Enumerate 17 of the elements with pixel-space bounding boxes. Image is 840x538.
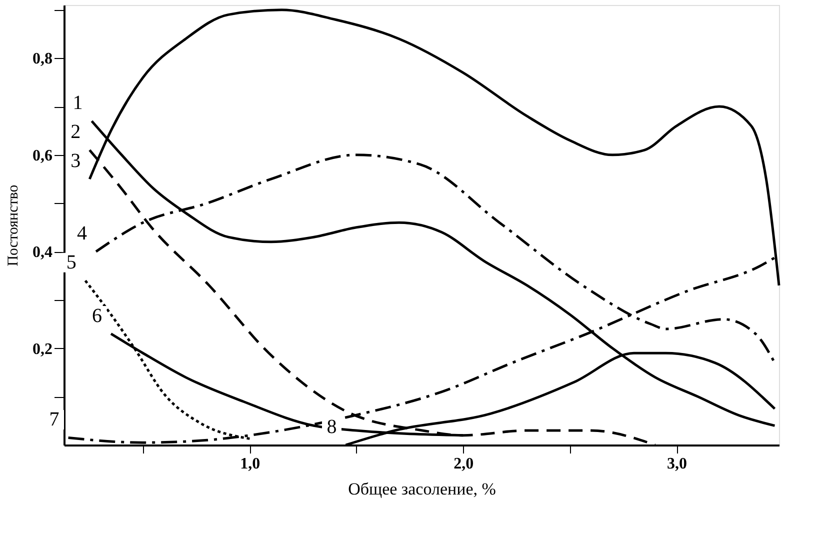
x-tick-label: 3,0 [667,456,688,472]
y-tick-label: 0,2 [32,340,52,358]
y-tick-label: 0,8 [32,50,52,68]
series-label: 4 [77,222,88,245]
series-label: 3 [70,150,81,172]
x-axis-title: Общее засоление, % [348,480,496,498]
series-label: 2 [70,121,81,144]
x-tick-label: 1,0 [240,456,260,472]
y-tick-label: 0,4 [32,244,52,262]
x-tick-label: 2,0 [454,456,474,472]
series-label: 1 [72,92,83,114]
series-label: 6 [92,304,102,327]
series-label: 5 [66,252,76,274]
y-tick-label: 0,6 [32,147,52,164]
series-label: 8 [326,416,337,438]
series-label: 7 [49,408,60,431]
y-axis-title: Постоянство [6,184,22,266]
